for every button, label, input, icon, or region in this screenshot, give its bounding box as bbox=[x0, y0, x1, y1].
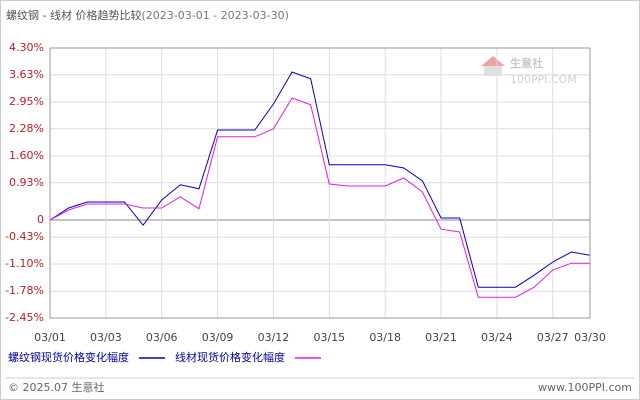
title: 螺纹钢 - 线材 价格趋势比较 bbox=[6, 8, 141, 22]
x-tick-label: 03/06 bbox=[146, 331, 178, 344]
series-line bbox=[49, 97, 590, 298]
footer-url: www.100PPI.com bbox=[538, 381, 632, 394]
x-tick-label: 03/24 bbox=[481, 331, 513, 344]
y-tick-label: -2.45% bbox=[5, 311, 44, 324]
y-tick-label: -1.78% bbox=[5, 284, 44, 297]
series-line bbox=[49, 71, 591, 288]
x-tick-label: 03/01 bbox=[34, 331, 66, 344]
watermark-brand: 生意社 bbox=[510, 56, 543, 70]
x-tick-label: 03/27 bbox=[537, 331, 569, 344]
x-tick-label: 03/03 bbox=[90, 331, 122, 344]
watermark-icon bbox=[481, 56, 505, 66]
watermark: 生意社 100PPI.COM bbox=[481, 56, 577, 86]
x-tick-label: 03/18 bbox=[369, 331, 401, 344]
y-tick-label: 2.28% bbox=[9, 122, 44, 135]
legend-label: 线材现货价格变化幅度 bbox=[175, 350, 285, 364]
y-tick-label: 4.30% bbox=[9, 41, 44, 54]
x-tick-label: 03/21 bbox=[425, 331, 457, 344]
subtitle: (2023-03-01 - 2023-03-30) bbox=[141, 9, 288, 22]
x-tick-label: 03/15 bbox=[313, 331, 345, 344]
y-tick-label: 1.60% bbox=[9, 149, 44, 162]
x-tick-label: 03/12 bbox=[258, 331, 290, 344]
chart-title: 螺纹钢 - 线材 价格趋势比较(2023-03-01 - 2023-03-30) bbox=[6, 8, 289, 22]
watermark-site: 100PPI.COM bbox=[510, 73, 577, 86]
plot-frame bbox=[49, 47, 591, 319]
legend-label: 螺纹钢现货价格变化幅度 bbox=[8, 350, 129, 364]
y-tick-label: -1.10% bbox=[5, 257, 44, 270]
y-tick-label: 0.93% bbox=[9, 176, 44, 189]
y-tick-label: 0 bbox=[37, 213, 44, 226]
y-tick-label: 2.95% bbox=[9, 95, 44, 108]
x-tick-label: 03/30 bbox=[574, 331, 606, 344]
x-tick-label: 03/09 bbox=[202, 331, 234, 344]
y-tick-label: -0.43% bbox=[5, 230, 44, 243]
y-tick-label: 3.63% bbox=[9, 68, 44, 81]
watermark-icon bbox=[484, 66, 502, 76]
footer-copyright: © 2025.07 生意社 bbox=[8, 380, 104, 394]
